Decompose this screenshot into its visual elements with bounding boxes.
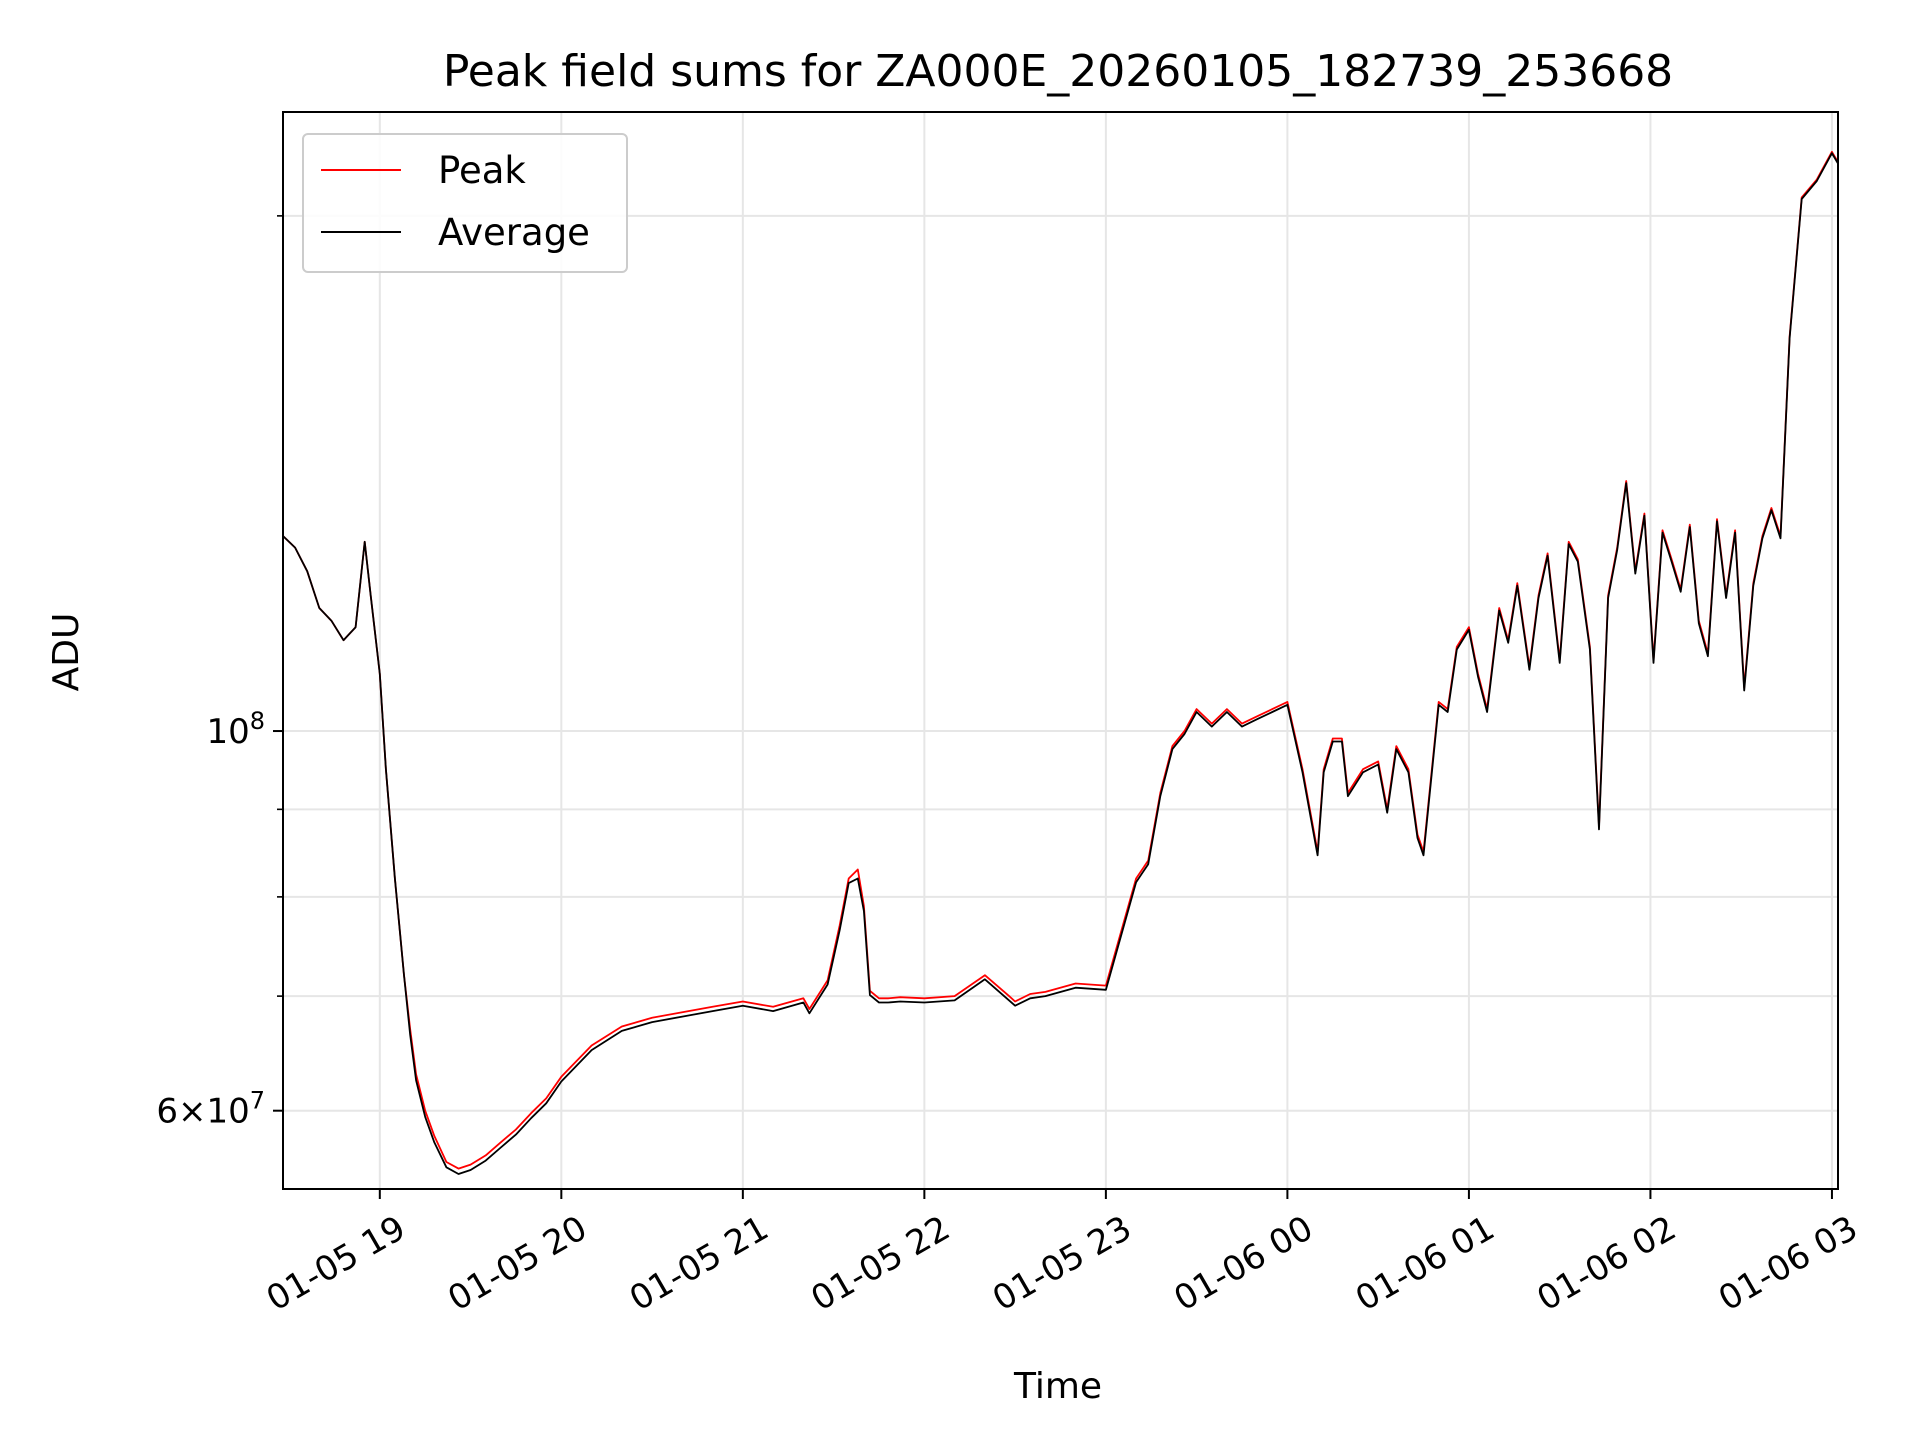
y-tick-label: 6×107 bbox=[156, 1087, 265, 1132]
chart-title: Peak field sums for ZA000E_20260105_1827… bbox=[443, 46, 1673, 97]
series-lines bbox=[282, 150, 1839, 1175]
y-tick-label-part: × bbox=[178, 1092, 207, 1132]
legend-label-peak: Peak bbox=[438, 149, 526, 192]
grid bbox=[283, 112, 1838, 1189]
legend: Peak Average bbox=[302, 133, 628, 273]
x-axis-label: Time bbox=[1013, 1366, 1102, 1407]
y-axis-label: ADU bbox=[46, 613, 87, 692]
legend-label-average: Average bbox=[438, 211, 590, 254]
y-tick-label-part: 8 bbox=[250, 707, 265, 735]
y-tick-label-part: 10 bbox=[206, 1092, 249, 1132]
series-line-average bbox=[282, 152, 1839, 1175]
y-tick-label: 108 bbox=[206, 707, 265, 752]
y-tick-label-part: 6 bbox=[156, 1092, 178, 1132]
y-tick-label-part: 10 bbox=[206, 712, 249, 752]
y-tick-label-part: 7 bbox=[250, 1087, 265, 1115]
legend-box bbox=[302, 133, 628, 273]
plot-frame bbox=[282, 111, 1839, 1190]
